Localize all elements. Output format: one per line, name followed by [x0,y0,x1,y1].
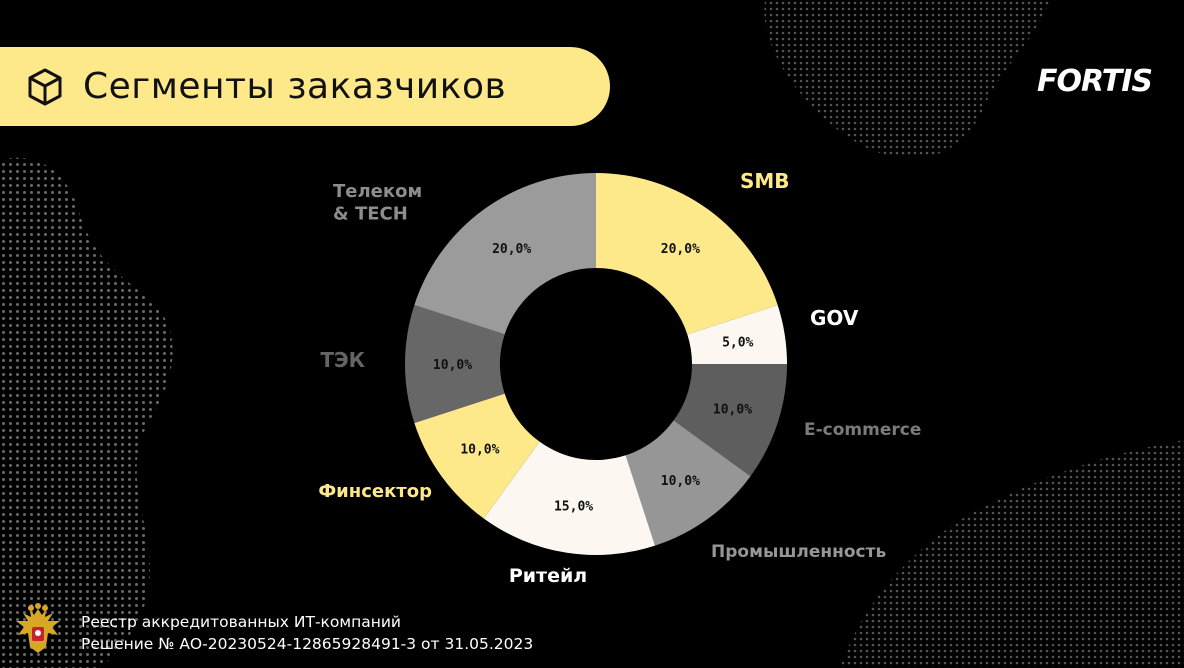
slice-category-label: E-commerce [804,420,921,440]
coat-of-arms-icon [16,603,60,653]
donut-slice [483,441,656,556]
slice-category-label: Промышленность [711,542,886,562]
donut-slice [596,173,778,335]
donut-slice [414,173,596,335]
page-title: Сегменты заказчиков [83,66,507,107]
bottom-right-dotted-face [840,440,1184,668]
slice-value-label: 20,0% [661,242,700,257]
slice-category-label: Ритейл [509,565,587,587]
slice-value-label: 10,0% [433,358,472,373]
donut-slice [687,304,787,364]
title-banner: Сегменты заказчиков [0,47,610,126]
donut-slice [405,304,505,424]
slice-value-label: 15,0% [554,500,593,515]
donut-slice [414,393,540,519]
registry-note: Реестр аккредитованных ИТ-компаний Решен… [81,611,533,655]
top-right-dotted-face [764,0,1050,159]
donut-slice [625,420,751,546]
slice-category-label: GOV [810,306,859,330]
left-dotted-face [0,157,173,668]
registry-line-2: Решение № АО-20230524-12865928491-3 от 3… [81,635,534,653]
donut-slice [673,364,787,477]
slice-value-label: 5,0% [722,336,753,351]
slice-category-label: ТЭК [320,348,365,372]
fortis-logo: FORTIS [1037,64,1153,99]
slice-category-label: SMB [740,169,790,193]
slice-value-label: 10,0% [713,402,752,417]
slice-value-label: 20,0% [492,242,531,257]
cube-icon [28,68,62,105]
registry-line-1: Реестр аккредитованных ИТ-компаний [81,613,401,631]
slice-value-label: 10,0% [460,442,499,457]
slice-category-label: Телеком & TECH [333,181,422,225]
slice-category-label: Финсектор [318,481,432,502]
slice-value-label: 10,0% [661,474,700,489]
